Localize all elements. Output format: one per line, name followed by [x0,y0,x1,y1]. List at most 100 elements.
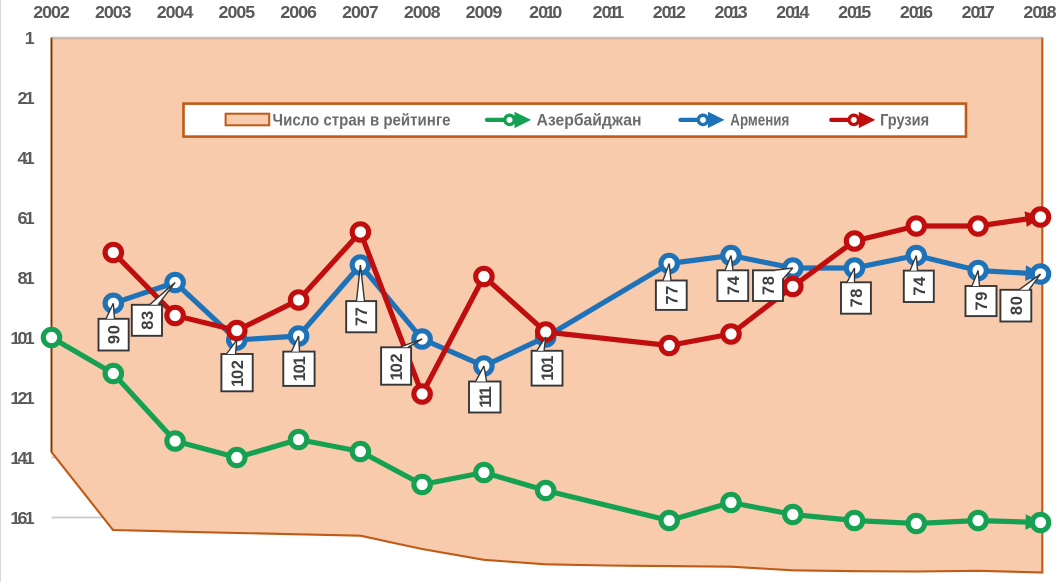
svg-text:Армения: Армения [730,111,789,130]
svg-text:1: 1 [25,388,35,408]
svg-text:7: 7 [369,2,379,22]
svg-text:4: 4 [800,2,810,22]
svg-text:2: 2 [388,353,406,362]
svg-text:0: 0 [539,364,557,373]
svg-text:7: 7 [353,317,371,326]
svg-text:3: 3 [139,311,157,320]
svg-text:1: 1 [545,2,555,22]
svg-text:2: 2 [219,2,229,22]
svg-text:0: 0 [723,2,733,22]
svg-text:0: 0 [175,2,185,22]
svg-text:2: 2 [529,2,539,22]
svg-text:1: 1 [916,2,926,22]
svg-text:7: 7 [725,286,743,295]
svg-text:6: 6 [18,508,28,528]
svg-text:1: 1 [792,2,802,22]
svg-text:0: 0 [351,2,361,22]
svg-text:2: 2 [33,2,43,22]
svg-text:7: 7 [663,286,681,295]
svg-text:2: 2 [715,2,725,22]
svg-text:1: 1 [477,399,495,408]
svg-text:2: 2 [229,360,247,369]
svg-text:0: 0 [18,328,28,348]
svg-text:7: 7 [353,307,371,316]
svg-text:0: 0 [785,2,795,22]
svg-text:7: 7 [973,301,991,310]
svg-text:1: 1 [1039,2,1049,22]
svg-text:1: 1 [539,372,557,381]
svg-text:2: 2 [18,388,28,408]
svg-text:0: 0 [229,370,247,379]
svg-text:9: 9 [106,335,124,344]
svg-text:2: 2 [1023,2,1033,22]
svg-text:1: 1 [25,88,35,108]
svg-text:7: 7 [911,287,929,296]
svg-text:0: 0 [298,2,308,22]
svg-text:2: 2 [676,2,686,22]
svg-text:2: 2 [962,2,972,22]
svg-text:2: 2 [157,2,167,22]
svg-text:0: 0 [552,2,562,22]
svg-text:2: 2 [593,2,603,22]
svg-text:3: 3 [122,2,132,22]
svg-text:4: 4 [725,275,743,285]
svg-text:6: 6 [923,2,933,22]
svg-text:7: 7 [760,286,778,295]
svg-text:2: 2 [653,2,663,22]
svg-text:0: 0 [113,2,123,22]
svg-text:0: 0 [422,2,432,22]
svg-text:5: 5 [861,2,871,22]
svg-text:1: 1 [539,356,557,365]
svg-text:Число стран в рейтинге: Число стран в рейтинге [273,111,451,130]
svg-text:8: 8 [760,276,778,285]
svg-text:2: 2 [838,2,848,22]
svg-text:5: 5 [245,2,255,22]
svg-text:1: 1 [854,2,864,22]
svg-text:1: 1 [609,2,619,22]
svg-text:2: 2 [95,2,105,22]
svg-text:8: 8 [1047,2,1057,22]
svg-text:8: 8 [848,289,866,298]
svg-text:1: 1 [25,328,35,348]
svg-text:1: 1 [291,372,309,381]
svg-text:6: 6 [18,208,28,228]
svg-text:0: 0 [289,2,299,22]
svg-text:4: 4 [911,276,929,286]
svg-text:0: 0 [602,2,612,22]
svg-text:0: 0 [413,2,423,22]
svg-text:8: 8 [1008,306,1026,315]
svg-text:Грузия: Грузия [880,111,929,130]
svg-text:2: 2 [342,2,352,22]
svg-text:Азербайджан: Азербайджан [537,111,642,130]
svg-text:2: 2 [18,88,28,108]
svg-text:0: 0 [909,2,919,22]
svg-text:0: 0 [291,364,309,373]
svg-text:0: 0 [1008,296,1026,305]
svg-text:1: 1 [291,356,309,365]
svg-text:0: 0 [662,2,672,22]
svg-text:1: 1 [731,2,741,22]
svg-text:7: 7 [663,296,681,305]
svg-text:0: 0 [51,2,61,22]
svg-text:8: 8 [18,268,28,288]
svg-text:2: 2 [776,2,786,22]
svg-text:0: 0 [360,2,370,22]
svg-text:1: 1 [25,28,35,48]
svg-text:1: 1 [25,148,35,168]
svg-text:1: 1 [10,328,20,348]
svg-text:1: 1 [25,448,35,468]
svg-text:0: 0 [166,2,176,22]
svg-text:2: 2 [466,2,476,22]
svg-text:1: 1 [669,2,679,22]
svg-text:0: 0 [483,2,493,22]
svg-text:9: 9 [973,292,991,301]
svg-text:0: 0 [847,2,857,22]
svg-text:7: 7 [985,2,995,22]
svg-text:0: 0 [388,363,406,372]
svg-text:4: 4 [183,2,193,22]
svg-text:6: 6 [307,2,317,22]
svg-text:0: 0 [106,325,124,334]
svg-text:1: 1 [25,508,35,528]
svg-text:1: 1 [477,392,495,401]
svg-text:2: 2 [60,2,70,22]
